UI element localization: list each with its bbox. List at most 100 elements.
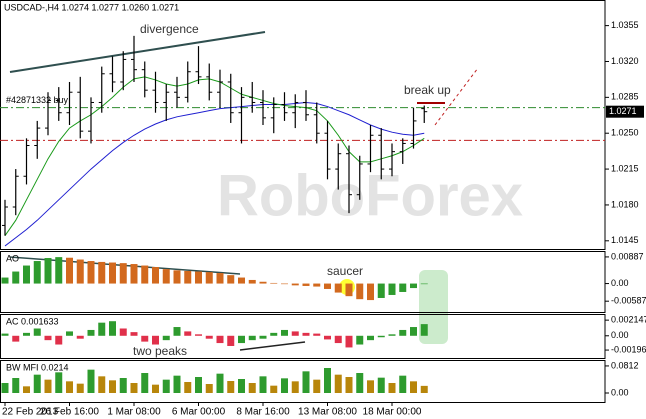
histogram-bar <box>238 277 245 284</box>
histogram-bar <box>119 378 127 393</box>
histogram-bar <box>324 335 331 340</box>
histogram-bar <box>98 261 106 284</box>
histogram-bar <box>87 261 95 284</box>
histogram-bar <box>259 281 267 284</box>
histogram-bar <box>238 335 245 344</box>
histogram-bar <box>345 377 353 393</box>
histogram-bar <box>410 327 417 336</box>
y-tick-label: 0.00 <box>611 278 629 288</box>
panel-frame <box>0 360 606 403</box>
histogram-bar <box>259 376 267 393</box>
histogram-bar <box>76 383 84 393</box>
annotation: saucer <box>327 264 363 278</box>
y-tick-label: 1.0320 <box>611 56 639 66</box>
histogram-bar <box>227 381 235 393</box>
histogram-bar <box>44 379 52 393</box>
histogram-bar <box>345 335 353 348</box>
y-tick-label: 0.00 <box>611 387 629 397</box>
histogram-bar <box>302 371 310 393</box>
histogram-bar <box>399 375 407 393</box>
histogram-bar <box>98 322 106 336</box>
histogram-bar <box>313 379 321 393</box>
histogram-bar <box>227 335 235 346</box>
histogram-bar <box>216 373 224 393</box>
histogram-bar <box>420 385 428 393</box>
histogram-bar <box>410 283 417 289</box>
histogram-bar <box>12 335 20 342</box>
histogram-bar <box>98 376 106 393</box>
annotation: break up <box>404 83 451 97</box>
histogram-bar <box>184 331 192 336</box>
histogram-bar <box>302 283 310 286</box>
histogram-bar <box>162 269 170 284</box>
panel-frame <box>0 251 606 313</box>
histogram-bar <box>313 283 321 287</box>
histogram-bar <box>281 329 288 336</box>
y-tick-label: 0.00 <box>611 330 629 340</box>
histogram-bar <box>119 263 127 284</box>
histogram-bar <box>388 334 396 336</box>
x-tick-label: 26 Feb 16:00 <box>40 407 99 418</box>
histogram-bar <box>248 383 256 393</box>
histogram-bar <box>87 369 95 393</box>
histogram-bar <box>324 283 331 289</box>
histogram-bar <box>377 377 385 393</box>
histogram-bar <box>377 283 385 298</box>
x-tick-label: 13 Mar 08:00 <box>298 407 357 418</box>
histogram-bar <box>410 381 417 393</box>
y-tick-label: 1.0250 <box>611 128 639 138</box>
x-tick-label: 8 Mar 16:00 <box>236 407 290 418</box>
histogram-bar <box>227 275 235 284</box>
histogram-bar <box>195 377 202 393</box>
histogram-bar <box>109 380 116 393</box>
histogram-bar <box>33 374 41 393</box>
histogram-bar <box>195 271 202 284</box>
histogram-bar <box>152 384 159 393</box>
histogram-bar <box>141 373 149 393</box>
histogram-bar <box>162 379 170 393</box>
y-tick-label: 0.0812 <box>611 360 639 370</box>
x-tick-label: 1 Mar 08:00 <box>107 407 161 418</box>
histogram-bar <box>270 332 278 336</box>
histogram-bar <box>184 270 192 284</box>
histogram-bar <box>12 378 20 393</box>
x-tick-label: 6 Mar 00:00 <box>172 407 226 418</box>
x-tick-label: 22 Feb 2013 <box>2 407 59 418</box>
histogram-bar <box>152 267 159 284</box>
annotation: two peaks <box>133 344 187 358</box>
histogram-bar <box>173 327 181 336</box>
histogram-bar <box>66 257 73 284</box>
histogram-bar <box>216 273 224 284</box>
histogram-bar <box>420 283 428 285</box>
histogram-bar <box>238 379 245 393</box>
histogram-bar <box>281 378 288 393</box>
histogram-bar <box>55 257 63 284</box>
histogram-bar <box>12 271 20 284</box>
histogram-bar <box>130 332 138 336</box>
divergence-line <box>9 31 266 73</box>
panel-frame <box>0 0 606 250</box>
moving-average <box>4 101 425 247</box>
x-tick-label: 18 Mar 00:00 <box>363 407 422 418</box>
histogram-bar <box>130 383 138 393</box>
indicator-label: BW MFI 0.0214 <box>6 362 69 372</box>
histogram-bar <box>313 333 321 336</box>
y-tick-label: 1.0355 <box>611 20 639 30</box>
level-label: #42871332 buy <box>6 95 69 105</box>
histogram-bar <box>399 329 407 336</box>
histogram-bar <box>270 282 278 284</box>
y-tick-label: 0.00887 <box>611 251 644 261</box>
histogram-bar <box>55 335 63 345</box>
histogram-bar <box>420 324 428 336</box>
histogram-bar <box>1 333 9 336</box>
histogram-bar <box>1 277 9 284</box>
histogram-bar <box>44 258 52 284</box>
histogram-bar <box>44 335 52 341</box>
histogram-bar <box>195 334 202 336</box>
y-tick-label: 1.0215 <box>611 163 639 173</box>
histogram-bar <box>33 261 41 284</box>
histogram-bar <box>109 262 116 284</box>
histogram-bar <box>345 283 353 297</box>
